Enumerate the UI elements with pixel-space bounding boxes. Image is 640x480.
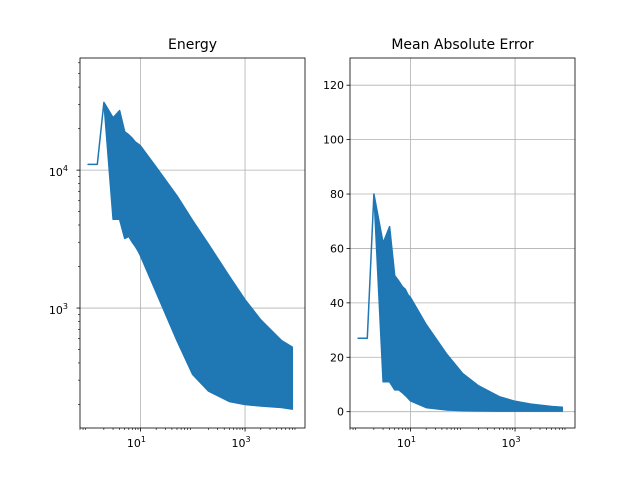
chart-title: Energy [168, 37, 217, 53]
series-band-1 [87, 101, 294, 410]
y-tick-label: 120 [323, 79, 344, 92]
chart-panel-2: 101 103 0 20 40 60 80 100 120 Mean Absolute Error [323, 37, 576, 450]
series-band-1 [357, 193, 564, 412]
x-tick-label: 101 [127, 435, 146, 450]
chart-title: Mean Absolute Error [391, 37, 534, 53]
y-tick-label: 40 [330, 297, 344, 310]
chart-panel-1: 101 103 103 104 Energy [49, 37, 306, 450]
x-tick-label: 103 [231, 435, 250, 450]
y-tick-label: 100 [323, 134, 344, 147]
y-tick-label: 80 [330, 188, 344, 201]
y-tick-label: 60 [330, 242, 344, 255]
y-tick-label: 0 [337, 406, 344, 419]
plot-frame [349, 57, 576, 429]
y-tick-label: 20 [330, 351, 344, 364]
y-tick-label: 104 [49, 164, 68, 179]
plot-frame [79, 57, 306, 429]
x-tick-label: 101 [397, 435, 416, 450]
x-tick-label: 103 [501, 435, 520, 450]
y-tick-label: 103 [49, 302, 68, 317]
